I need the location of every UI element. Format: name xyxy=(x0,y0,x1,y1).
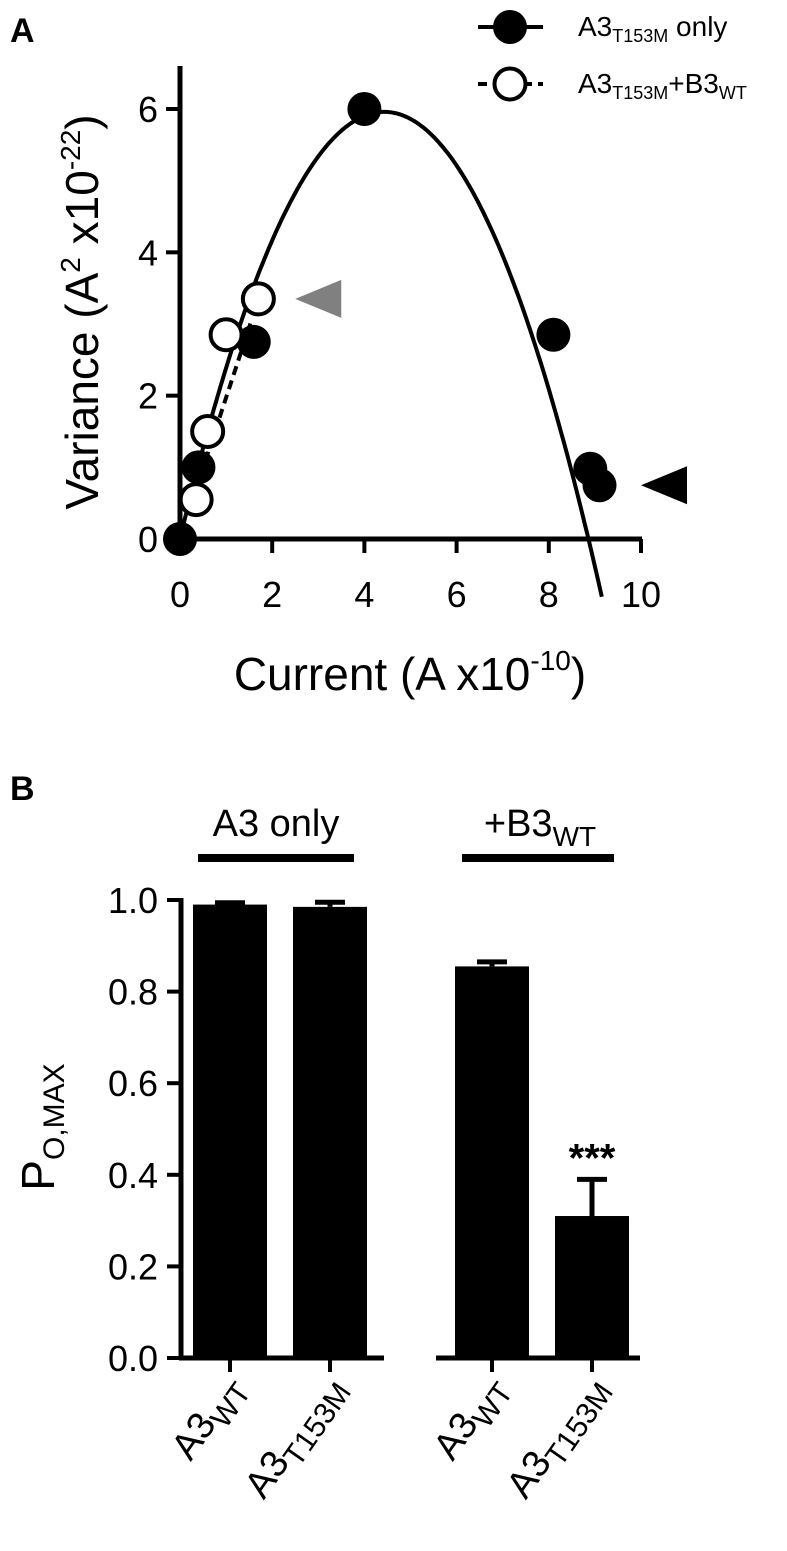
y-tick-label-4: 4 xyxy=(138,232,158,273)
bar-3 xyxy=(555,1216,629,1358)
point-open-3 xyxy=(240,281,276,317)
group-header-plus-b3wt: +B3WT xyxy=(462,803,614,862)
y-tick-label-2: 2 xyxy=(138,376,158,417)
group-header-a3-only: A3 only xyxy=(198,803,354,862)
bar-2 xyxy=(455,966,529,1358)
panel-a: A Variance (A2 x10-22) Current (A x10-10… xyxy=(10,10,747,700)
panel-a-y-axis-title-sq: 2 xyxy=(55,257,86,273)
point-open-1 xyxy=(190,414,226,449)
b-y-tick-label-0.8: 0.8 xyxy=(108,972,158,1013)
gray-arrowhead xyxy=(295,279,342,318)
panel-b-y-axis-title: PO,MAX xyxy=(12,1063,71,1190)
category-label-0: A3WT xyxy=(164,1367,258,1472)
y-tick-label-0: 0 xyxy=(138,519,158,560)
panel-a-points xyxy=(163,92,617,556)
b-y-tick-label-0.6: 0.6 xyxy=(108,1063,158,1104)
x-tick-label-10: 10 xyxy=(621,574,661,615)
panel-b-ticks: 0.0 0.2 0.4 0.6 0.8 1.0 xyxy=(108,880,594,1379)
legend-label-open: A3T153M+B3WT xyxy=(578,68,747,103)
legend-entry-open: A3T153M+B3WT xyxy=(478,66,747,103)
bar-1 xyxy=(293,906,367,1358)
panel-a-y-axis-title-base: Variance (A xyxy=(56,272,108,509)
x-tick-label-4: 4 xyxy=(354,574,374,615)
legend-label-open-suffix: +B3 xyxy=(668,68,719,99)
legend-label-open-sub: T153M xyxy=(612,83,668,103)
x-tick-label-6: 6 xyxy=(447,574,467,615)
legend-marker-open xyxy=(492,66,528,102)
point-filled-4 xyxy=(536,317,571,352)
b-y-tick-label-0.2: 0.2 xyxy=(108,1246,158,1287)
legend-label-open-sub2: WT xyxy=(719,83,747,103)
legend-marker-filled xyxy=(493,10,527,44)
category-label-2: A3WT xyxy=(426,1367,520,1472)
category-label-3-sub: T153M xyxy=(539,1377,620,1472)
significance-3: *** xyxy=(569,1136,616,1180)
group-label-plus-b3wt: +B3WT xyxy=(484,803,596,852)
category-label-1-sub: T153M xyxy=(277,1377,358,1472)
panel-a-y-axis-title-mid: x10 xyxy=(56,170,108,257)
point-filled-0 xyxy=(163,522,197,556)
point-open-0 xyxy=(178,482,214,518)
legend: A3T153M only A3T153M+B3WT xyxy=(478,10,747,103)
panel-b: B PO,MAX A3 only +B3WT 0.0 0.2 0.4 0.6 0.8 1.… xyxy=(10,770,640,1510)
black-arrowhead xyxy=(641,466,687,505)
panel-b-bars: *** xyxy=(193,899,629,1358)
x-tick-label-0: 0 xyxy=(170,574,190,615)
category-label-3: A3T153M xyxy=(499,1367,620,1510)
legend-label-filled-suffix: only xyxy=(668,11,727,42)
point-open-2 xyxy=(208,317,244,353)
panel-a-x-axis-title-close: ) xyxy=(571,648,586,700)
panel-a-x-axis-title-base: Current (A x10 xyxy=(234,648,531,700)
panel-a-y-axis-title-close: ) xyxy=(56,114,108,129)
point-filled-6 xyxy=(582,468,617,503)
legend-entry-filled: A3T153M only xyxy=(478,10,727,46)
x-tick-label-2: 2 xyxy=(262,574,282,615)
legend-label-filled-base: A3 xyxy=(578,11,612,42)
panel-a-y-axis-title-exp: -22 xyxy=(55,130,86,170)
b-y-tick-label-0.4: 0.4 xyxy=(108,1155,158,1196)
panel-a-x-axis-title-exp: -10 xyxy=(530,645,570,676)
point-filled-1 xyxy=(181,450,216,485)
panel-a-y-axis-title: Variance (A2 x10-22) xyxy=(55,114,108,509)
panel-a-label: A xyxy=(10,12,35,50)
category-label-1: A3T153M xyxy=(237,1367,358,1510)
panel-b-y-axis-title-base: P xyxy=(12,1160,64,1191)
point-filled-3 xyxy=(347,92,382,126)
panel-a-x-axis-title: Current (A x10-10) xyxy=(234,645,586,700)
point-filled-2 xyxy=(236,324,271,359)
y-tick-label-6: 6 xyxy=(138,89,158,130)
group-label-plus-b3wt-sub: WT xyxy=(553,821,597,852)
panel-b-y-axis-title-sub: O,MAX xyxy=(38,1063,71,1160)
group-label-plus-b3wt-text: +B3 xyxy=(484,803,553,845)
legend-label-filled: A3T153M only xyxy=(578,11,727,46)
panel-b-label: B xyxy=(10,770,35,808)
panel-a-annotations xyxy=(295,279,687,505)
x-tick-label-8: 8 xyxy=(539,574,559,615)
group-label-a3-only-text: A3 only xyxy=(213,803,340,845)
legend-label-open-base: A3 xyxy=(578,68,612,99)
bar-0 xyxy=(193,904,267,1358)
b-y-tick-label-1.0: 1.0 xyxy=(108,880,158,921)
panel-a-ticks: 0 2 4 6 8 10 0 2 4 6 xyxy=(138,89,661,615)
b-y-tick-label-0.0: 0.0 xyxy=(108,1338,158,1379)
legend-label-filled-sub: T153M xyxy=(612,26,668,46)
group-label-a3-only: A3 only xyxy=(213,803,340,845)
